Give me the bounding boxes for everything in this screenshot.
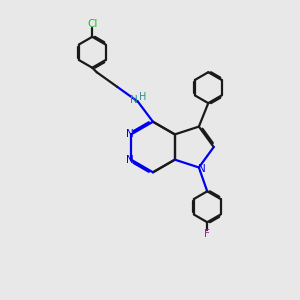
Text: N: N (198, 164, 206, 174)
Text: N: N (126, 155, 134, 165)
Text: F: F (204, 229, 210, 239)
Text: N: N (130, 95, 138, 105)
Text: N: N (126, 129, 134, 140)
Text: H: H (140, 92, 147, 102)
Text: Cl: Cl (87, 19, 98, 29)
